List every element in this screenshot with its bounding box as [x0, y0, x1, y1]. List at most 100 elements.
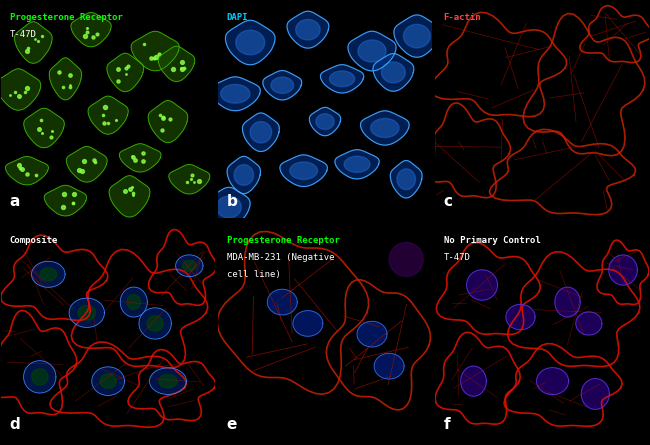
Polygon shape: [0, 69, 41, 110]
Text: Progesterone Receptor: Progesterone Receptor: [10, 12, 123, 22]
Polygon shape: [296, 20, 320, 40]
Polygon shape: [78, 305, 96, 320]
Polygon shape: [107, 53, 144, 92]
Polygon shape: [120, 144, 161, 172]
Text: c: c: [443, 194, 452, 209]
Polygon shape: [216, 196, 241, 218]
Polygon shape: [242, 113, 280, 151]
Polygon shape: [609, 255, 638, 285]
Polygon shape: [169, 165, 210, 194]
Polygon shape: [271, 77, 294, 93]
Polygon shape: [32, 261, 65, 287]
Polygon shape: [120, 287, 148, 317]
Polygon shape: [40, 268, 57, 281]
Polygon shape: [290, 162, 318, 179]
Text: cell line): cell line): [227, 270, 280, 279]
Text: f: f: [443, 417, 450, 433]
Text: Progesterone Receptor: Progesterone Receptor: [227, 236, 339, 245]
Polygon shape: [316, 113, 334, 129]
Polygon shape: [234, 165, 254, 185]
Polygon shape: [227, 156, 261, 194]
Polygon shape: [210, 77, 260, 111]
Polygon shape: [287, 11, 329, 48]
Text: DAPI: DAPI: [227, 12, 248, 22]
Polygon shape: [32, 369, 48, 385]
Polygon shape: [581, 379, 609, 409]
Polygon shape: [370, 118, 399, 138]
Polygon shape: [397, 169, 415, 190]
Polygon shape: [88, 96, 128, 134]
Polygon shape: [461, 366, 486, 396]
Text: e: e: [227, 417, 237, 433]
Polygon shape: [555, 287, 580, 317]
Polygon shape: [139, 308, 172, 339]
Polygon shape: [263, 70, 302, 100]
Polygon shape: [49, 58, 81, 100]
Polygon shape: [159, 375, 177, 388]
Polygon shape: [148, 101, 188, 142]
Text: No Primary Control: No Primary Control: [443, 236, 540, 245]
Polygon shape: [394, 15, 440, 57]
Polygon shape: [24, 108, 64, 148]
Text: F-actin: F-actin: [443, 12, 481, 22]
Polygon shape: [506, 304, 535, 330]
Polygon shape: [226, 20, 275, 65]
Polygon shape: [357, 321, 387, 347]
Polygon shape: [176, 255, 203, 277]
Polygon shape: [461, 366, 486, 396]
Text: a: a: [10, 194, 20, 209]
Polygon shape: [183, 260, 196, 271]
Polygon shape: [576, 312, 602, 335]
Polygon shape: [358, 40, 386, 62]
Text: d: d: [10, 417, 21, 433]
Polygon shape: [127, 295, 140, 310]
Polygon shape: [14, 22, 52, 63]
Polygon shape: [71, 12, 111, 47]
Polygon shape: [220, 85, 250, 103]
Polygon shape: [236, 30, 265, 55]
Polygon shape: [467, 270, 497, 300]
Polygon shape: [92, 367, 125, 396]
Polygon shape: [335, 150, 379, 179]
Polygon shape: [158, 46, 195, 81]
Polygon shape: [555, 287, 580, 317]
Polygon shape: [373, 53, 414, 91]
Polygon shape: [267, 289, 297, 315]
Polygon shape: [207, 187, 250, 227]
Polygon shape: [390, 161, 422, 198]
Polygon shape: [330, 71, 355, 87]
Polygon shape: [150, 368, 187, 394]
Polygon shape: [467, 270, 497, 300]
Polygon shape: [66, 146, 107, 182]
Polygon shape: [293, 311, 323, 336]
Polygon shape: [100, 374, 116, 388]
Polygon shape: [374, 353, 404, 379]
Polygon shape: [536, 368, 569, 395]
Polygon shape: [581, 379, 609, 409]
Polygon shape: [609, 255, 638, 285]
Polygon shape: [344, 156, 370, 172]
Text: b: b: [227, 194, 238, 209]
Polygon shape: [131, 31, 179, 71]
Polygon shape: [109, 176, 150, 217]
Text: Composite: Composite: [10, 236, 58, 245]
Circle shape: [389, 242, 423, 276]
Polygon shape: [250, 121, 272, 143]
Polygon shape: [280, 155, 328, 186]
Polygon shape: [361, 111, 409, 145]
Text: T-47D: T-47D: [443, 253, 471, 262]
Polygon shape: [320, 65, 364, 93]
Polygon shape: [309, 107, 341, 136]
Polygon shape: [69, 298, 105, 328]
Polygon shape: [576, 312, 602, 335]
Text: MDA-MB-231 (Negative: MDA-MB-231 (Negative: [227, 253, 334, 262]
Polygon shape: [506, 304, 535, 330]
Polygon shape: [44, 185, 86, 216]
Polygon shape: [348, 31, 396, 71]
Polygon shape: [5, 157, 49, 185]
Polygon shape: [147, 316, 163, 331]
Text: T-47D: T-47D: [10, 30, 36, 39]
Polygon shape: [404, 24, 430, 48]
Polygon shape: [23, 361, 56, 393]
Polygon shape: [382, 62, 406, 83]
